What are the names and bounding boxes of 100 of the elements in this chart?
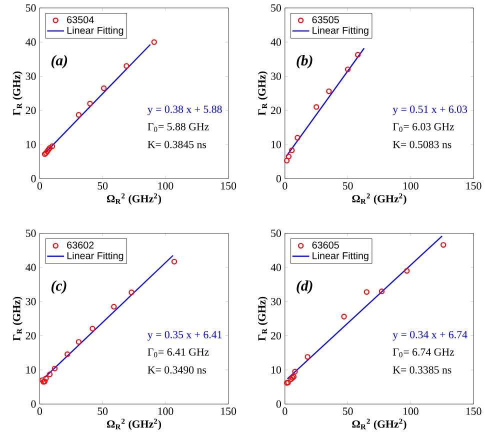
y-tick-label: 20 (26, 332, 36, 340)
y-tick-label: 30 (271, 298, 282, 306)
legend-label: 63505 (312, 16, 339, 24)
x-axis-title: Ω$_{R}$$^{2}$ (GHz$^{2}$) (107, 418, 162, 430)
point (87, 100, 93, 106)
y-tick-label: 10 (26, 366, 36, 374)
legend-label: Linear Fitting (67, 26, 124, 36)
x-tick-label: 50 (342, 408, 353, 415)
y-axis-title: Γ$_{R}$ (GHz) (12, 72, 23, 116)
annotation: y = 0.38 x + 5.88 (148, 106, 222, 116)
legend-label: 63602 (67, 242, 94, 249)
point (284, 158, 290, 164)
annotation: (d) (296, 280, 312, 294)
y-tick-label: 30 (26, 298, 36, 306)
y-tick-label: 40 (26, 264, 36, 272)
point (326, 88, 332, 94)
point (171, 258, 178, 265)
point (44, 148, 50, 154)
y-tick-label: 10 (26, 140, 36, 148)
y-tick-label: 0 (31, 400, 36, 408)
x-tick-label: 0 (37, 182, 42, 190)
x-axis-title: Ω$_{R}$$^{2}$ (GHz$^{2}$) (107, 193, 162, 205)
x-tick-label: 100 (403, 182, 418, 190)
annotation: Γ$_{0}$= 6.03 GHz (392, 123, 454, 132)
annotation: Γ$_{0}$= 6.41 GHz (148, 348, 209, 358)
x-tick-label: 50 (342, 182, 353, 190)
x-tick-label: 100 (403, 408, 418, 415)
point (52, 366, 58, 372)
point (314, 104, 320, 110)
x-tick-label: 150 (466, 182, 482, 190)
point (378, 288, 385, 294)
annotation: Γ$_{0}$= 5.88 GHz (148, 123, 209, 132)
x-tick-label: 0 (282, 408, 288, 415)
y-tick-label: 50 (271, 230, 282, 238)
point (341, 314, 347, 320)
point (46, 145, 53, 151)
y-tick-label: 50 (26, 4, 36, 12)
x-tick-label: 0 (37, 408, 42, 415)
legend-label: 63605 (312, 242, 339, 249)
point (440, 242, 446, 248)
y-tick-label: 10 (272, 140, 282, 148)
point (304, 354, 310, 360)
x-tick-label: 0 (282, 182, 288, 190)
legend-label: Linear Fitting (67, 252, 124, 262)
legend-label: 63504 (67, 16, 94, 24)
y-tick-label: 0 (276, 400, 282, 408)
legend-label: Linear Fitting (312, 252, 368, 262)
annotation: K= 0.3490 ns (148, 366, 206, 374)
point (64, 351, 70, 358)
y-tick-label: 30 (271, 72, 282, 80)
annotation: (b) (296, 55, 312, 69)
annotation: y = 0.34 x + 6.74 (392, 331, 468, 341)
x-tick-label: 50 (98, 182, 108, 190)
point (101, 85, 107, 92)
point (111, 304, 117, 310)
point (364, 289, 370, 295)
legend-label: Linear Fitting (312, 26, 368, 36)
annotation: Γ$_{0}$= 6.74 GHz (392, 348, 454, 358)
point (124, 63, 130, 69)
point (404, 268, 410, 274)
y-tick-label: 0 (31, 175, 36, 182)
point (289, 148, 295, 154)
x-tick-label: 50 (98, 408, 108, 415)
point (49, 144, 56, 150)
y-tick-label: 40 (270, 264, 282, 272)
annotation: K= 0.5083 ns (392, 140, 452, 148)
y-tick-label: 20 (271, 106, 282, 114)
annotation: y = 0.35 x + 6.41 (148, 331, 222, 341)
y-tick-label: 10 (272, 366, 282, 374)
point (39, 377, 46, 384)
y-axis-title: Γ$_{R}$ (GHz) (258, 296, 268, 341)
y-tick-label: 0 (276, 175, 282, 182)
y-tick-label: 50 (271, 4, 282, 12)
y-tick-label: 40 (270, 38, 282, 46)
point (76, 339, 82, 345)
x-axis-title: Ω$_{R}$$^{2}$ (GHz$^{2}$) (352, 418, 406, 430)
point (43, 376, 49, 382)
point (292, 368, 298, 375)
x-tick-label: 100 (158, 182, 174, 190)
x-tick-label: 100 (158, 408, 174, 415)
point (355, 52, 361, 58)
y-tick-label: 50 (26, 230, 36, 238)
y-tick-label: 30 (26, 72, 36, 80)
y-tick-label: 20 (26, 106, 36, 114)
point (128, 290, 134, 296)
annotation: (a) (51, 55, 68, 69)
annotation: K= 0.3845 ns (148, 140, 206, 148)
x-tick-label: 150 (221, 408, 236, 415)
point (294, 134, 300, 141)
x-axis-title: Ω$_{R}$$^{2}$ (GHz$^{2}$) (352, 193, 406, 205)
point (76, 112, 82, 118)
y-axis-title: Γ$_{R}$ (GHz) (258, 72, 268, 116)
annotation: y = 0.51 x + 6.03 (392, 106, 468, 116)
point (151, 39, 157, 46)
annotation: K= 0.3385 ns (392, 366, 452, 374)
annotation: (c) (51, 280, 66, 294)
point (46, 372, 53, 378)
x-tick-label: 150 (221, 182, 236, 190)
point (344, 66, 351, 72)
point (90, 326, 96, 332)
